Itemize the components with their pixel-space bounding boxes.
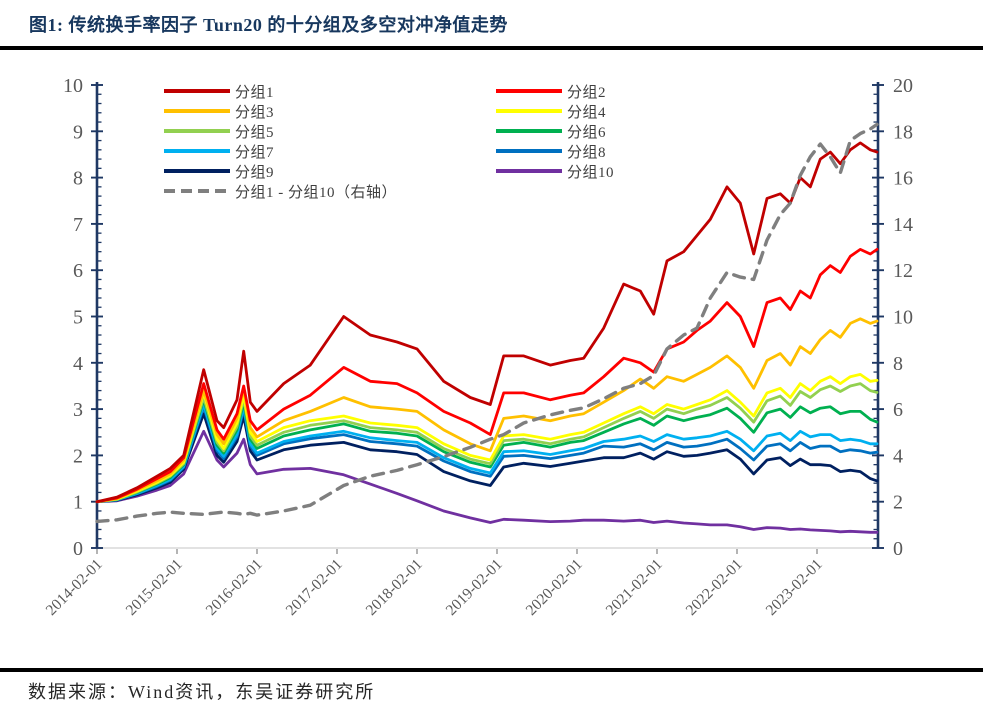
x-axis-tick-label: 2016-02-01 — [203, 556, 266, 619]
left-axis-label: 5 — [73, 307, 83, 329]
legend-label-group-5: 分组5 — [235, 124, 275, 141]
right-axis-label: 10 — [893, 307, 913, 329]
x-axis-tick-label: 2017-02-01 — [283, 556, 346, 619]
series-line-group-1 — [95, 141, 879, 504]
legend-item-group-1: 分组1 — [164, 81, 397, 101]
series-line-group-2 — [95, 247, 879, 504]
legend-line-swatch-group-7 — [164, 149, 230, 153]
legend-label-group-10: 分组10 — [567, 164, 615, 181]
legend-item-group-5: 分组5 — [164, 121, 397, 141]
legend-line-swatch-group-5 — [164, 129, 230, 133]
legend-label-group-8: 分组8 — [567, 144, 607, 161]
left-axis-label: 0 — [73, 538, 83, 560]
legend-label-long-short-spread: 分组1 - 分组10（右轴） — [235, 184, 397, 201]
legend-item-group-9: 分组9 — [164, 161, 397, 181]
legend-item-group-6: 分组6 — [496, 121, 614, 141]
right-axis-label: 20 — [893, 75, 913, 97]
right-axis-label: 2 — [893, 492, 903, 514]
left-axis-label: 2 — [73, 445, 83, 467]
right-axis-label: 12 — [893, 260, 913, 282]
bottom-divider-line — [0, 668, 983, 672]
figure-title: 图1: 传统换手率因子 Turn20 的十分组及多空对冲净值走势 — [29, 15, 508, 35]
legend-label-group-1: 分组1 — [235, 84, 275, 101]
series-line-group-10 — [95, 429, 879, 534]
legend-item-group-3: 分组3 — [164, 101, 397, 121]
series-line-long-short-spread — [95, 122, 879, 524]
left-axis-label: 6 — [73, 260, 83, 282]
right-axis-label: 16 — [893, 168, 913, 190]
x-axis-tick-label: 2015-02-01 — [123, 556, 186, 619]
x-axis: 2014-02-01 2015-02-01 2016-02-01 2017-02-01… — [43, 547, 879, 619]
legend-column-1: 分组1 分组3 分组5 分组7 分组9 分组1 - 分组10（右轴） — [164, 81, 397, 201]
right-axis-label: 4 — [893, 445, 903, 467]
right-axis: 0 2 4 6 8 10 12 14 16 18 20 — [872, 75, 913, 560]
legend-line-swatch-long-short-spread — [164, 189, 230, 193]
legend-item-group-8: 分组8 — [496, 141, 614, 161]
series-line-group-3 — [95, 317, 879, 504]
legend-item-long-short-spread: 分组1 - 分组10（右轴） — [164, 181, 397, 201]
left-axis-label: 1 — [73, 492, 83, 514]
left-axis-label: 7 — [73, 214, 83, 236]
legend-label-group-2: 分组2 — [567, 84, 607, 101]
right-axis-label: 18 — [893, 121, 913, 143]
legend-line-swatch-group-4 — [496, 109, 562, 113]
legend-label-group-6: 分组6 — [567, 124, 607, 141]
right-axis-label: 14 — [893, 214, 913, 236]
legend-line-swatch-group-10 — [496, 169, 562, 173]
x-axis-tick-label: 2014-02-01 — [43, 556, 106, 619]
right-axis-label: 8 — [893, 353, 903, 375]
left-axis-label: 4 — [73, 353, 83, 375]
legend-line-swatch-group-3 — [164, 109, 230, 113]
right-axis-label: 6 — [893, 399, 903, 421]
legend-line-swatch-group-8 — [496, 149, 562, 153]
legend-item-group-4: 分组4 — [496, 101, 614, 121]
legend-label-group-4: 分组4 — [567, 104, 607, 121]
right-axis-label: 0 — [893, 538, 903, 560]
left-axis-label: 8 — [73, 168, 83, 190]
x-axis-tick-label: 2020-02-01 — [523, 556, 586, 619]
legend-label-group-9: 分组9 — [235, 164, 275, 181]
series-line-group-4 — [95, 372, 879, 504]
legend-line-swatch-group-1 — [164, 89, 230, 93]
left-axis-label: 3 — [73, 399, 83, 421]
x-axis-tick-label: 2023-02-01 — [763, 556, 826, 619]
title-divider-line — [0, 46, 983, 50]
source-note: 数据来源：Wind资讯，东吴证券研究所 — [28, 682, 376, 702]
legend-line-swatch-group-6 — [496, 129, 562, 133]
series-line-group-9 — [95, 412, 879, 504]
left-axis-label: 10 — [63, 75, 83, 97]
legend-item-group-2: 分组2 — [496, 81, 614, 101]
x-axis-tick-label: 2018-02-01 — [363, 556, 426, 619]
x-axis-tick-label: 2022-02-01 — [683, 556, 746, 619]
legend-item-group-10: 分组10 — [496, 161, 614, 181]
legend-column-2: 分组2 分组4 分组6 分组8 分组10 — [496, 81, 614, 181]
x-axis-tick-label: 2021-02-01 — [603, 556, 666, 619]
legend-line-swatch-group-2 — [496, 89, 562, 93]
legend-line-swatch-group-9 — [164, 169, 230, 173]
legend-label-group-7: 分组7 — [235, 144, 275, 161]
legend-label-group-3: 分组3 — [235, 104, 275, 121]
legend-item-group-7: 分组7 — [164, 141, 397, 161]
report-figure-page: 图1: 传统换手率因子 Turn20 的十分组及多空对冲净值走势 2014-02… — [0, 15, 983, 702]
series-line-group-7 — [95, 403, 879, 504]
x-axis-tick-label: 2019-02-01 — [443, 556, 506, 619]
left-axis-label: 9 — [73, 121, 83, 143]
line-chart: 2014-02-01 2015-02-01 2016-02-01 2017-02-01… — [43, 75, 913, 619]
left-axis: 0 1 2 3 4 5 6 7 8 9 10 — [63, 75, 103, 560]
